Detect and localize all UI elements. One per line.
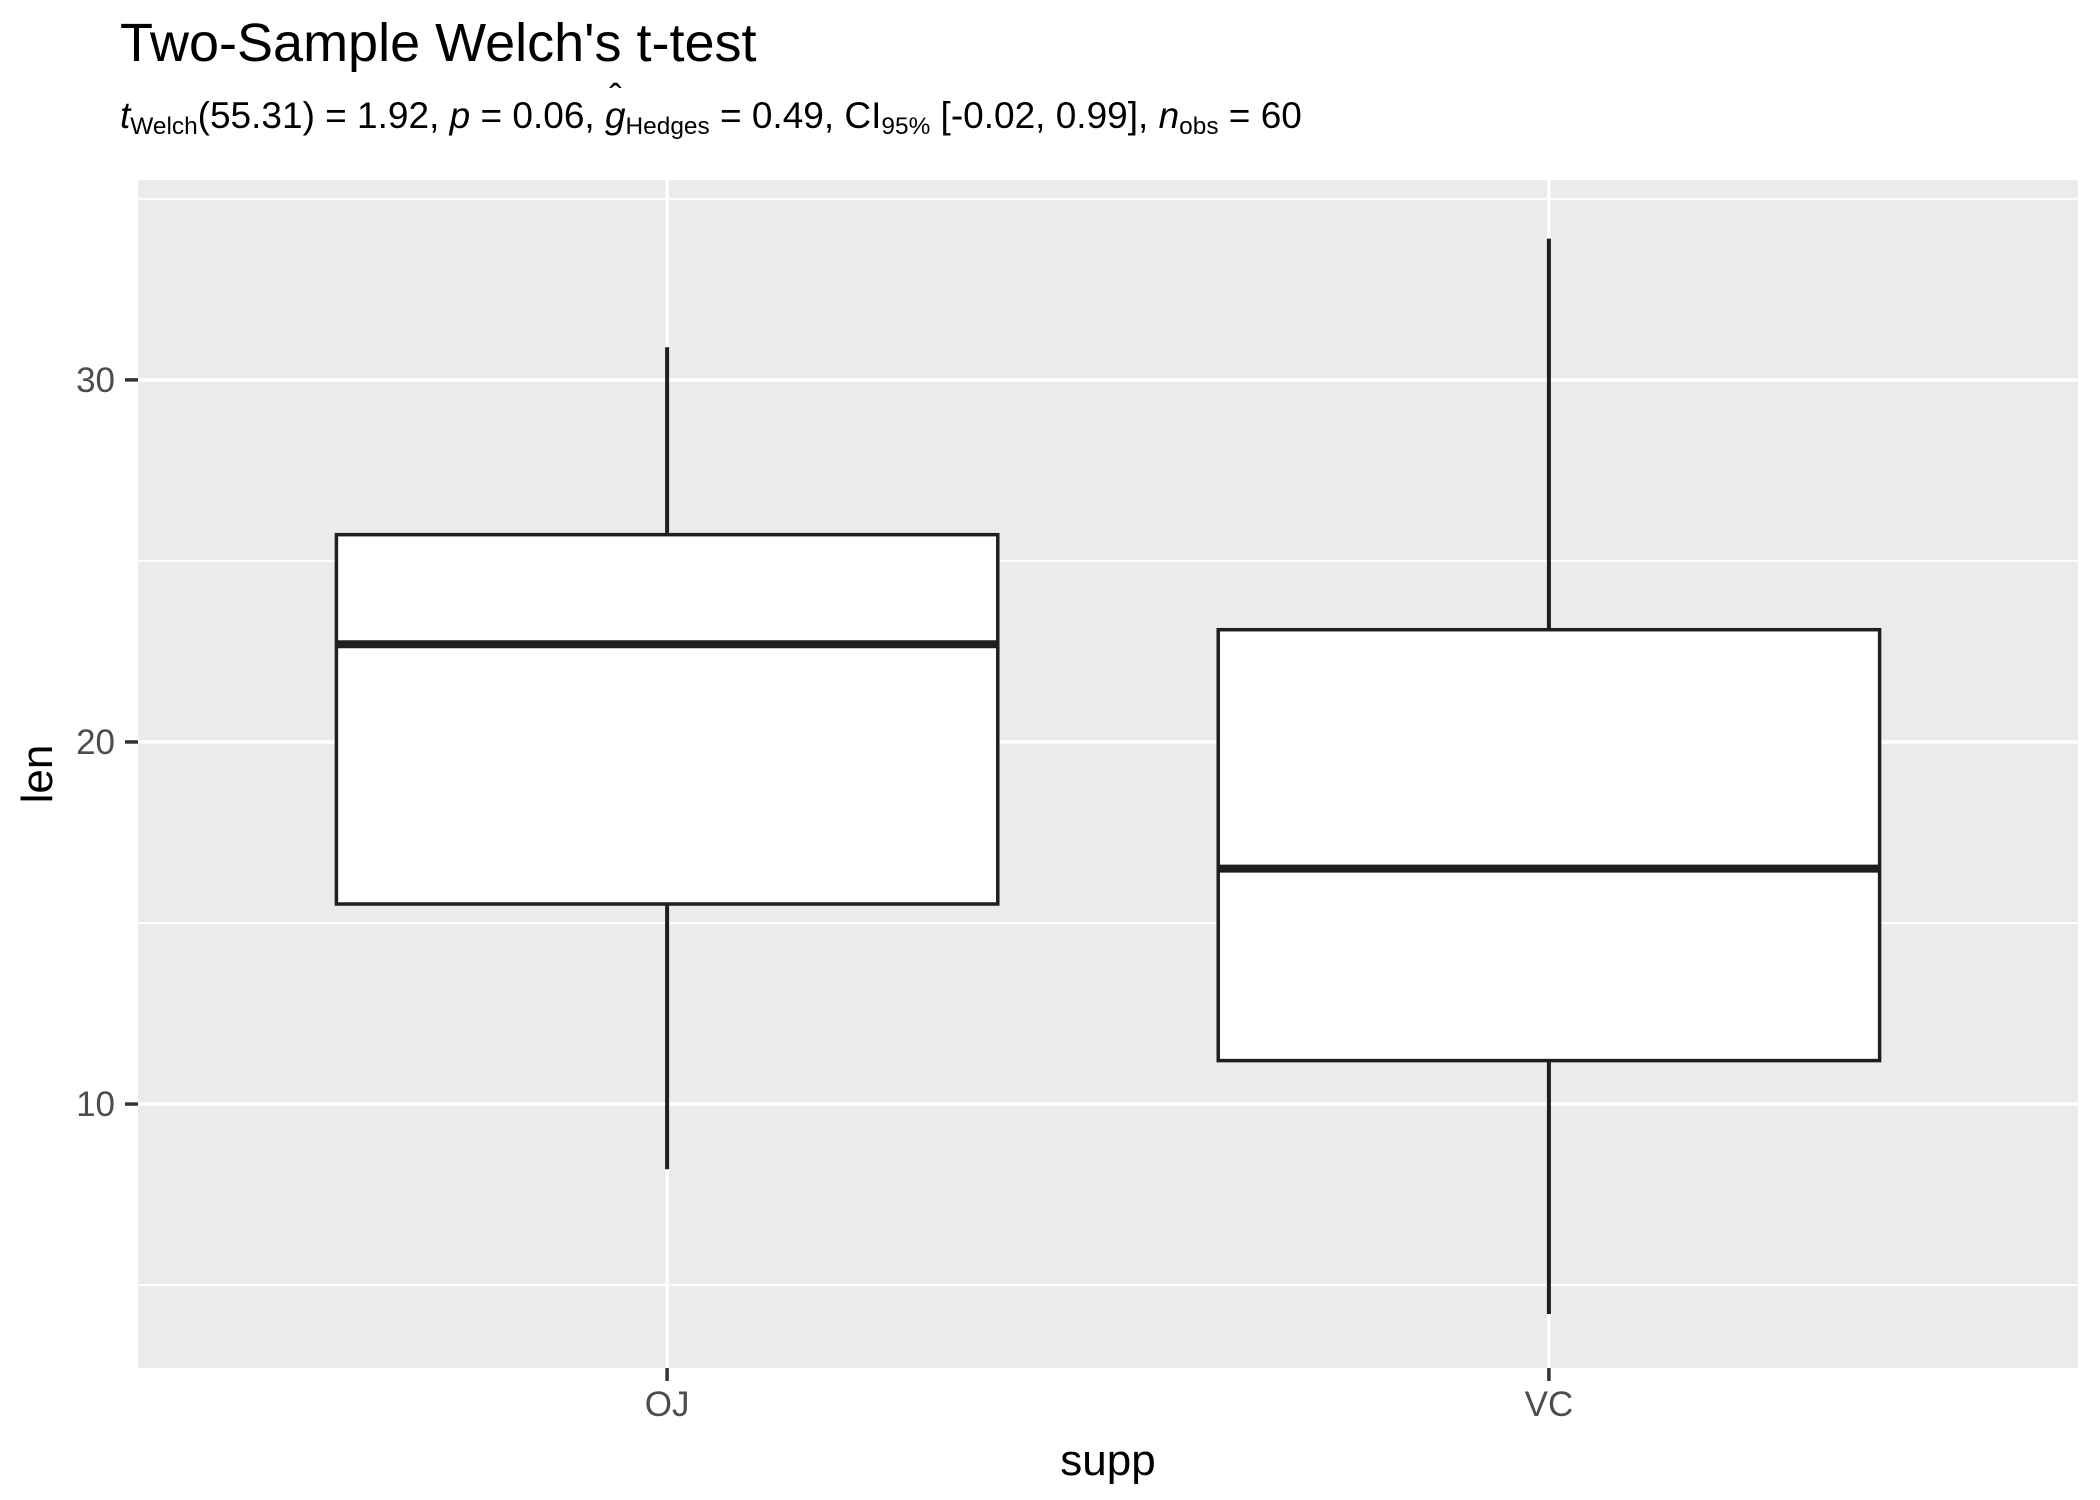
subtitle-token-0: t [120,95,131,136]
y-tick-label-20: 20 [76,723,115,762]
subtitle-token-8: 95% [881,112,931,140]
x-tick-label-VC: VC [1525,1385,1574,1424]
subtitle-token-7: = 0.49, CI [709,95,882,136]
subtitle-token-10: n [1158,95,1180,136]
box-VC [1216,627,1882,1063]
x-axis-title: supp [1060,1436,1156,1485]
x-tick-label-OJ: OJ [645,1385,690,1424]
y-tick-label-10: 10 [76,1085,115,1124]
y-tick-label-30: 30 [76,361,115,400]
subtitle-token-9: [-0.02, 0.99], [930,95,1159,136]
subtitle-token-12: = 60 [1218,95,1302,136]
box-OJ [334,532,1000,906]
subtitle-token-3: p [449,95,471,136]
subtitle-token-11: obs [1179,112,1219,140]
y-axis-title: len [13,744,62,804]
chart-subtitle-stats: tWelch(55.31) = 1.92, p = 0.06, g ˆ Hedges… [120,76,1302,141]
subtitle-token-6: Hedges [625,112,710,140]
hat-accent: ˆ [609,76,622,118]
subtitle-token-4: = 0.06, [470,95,605,136]
subtitle-token-1: Welch [130,112,198,140]
chart-title: Two-Sample Welch's t-test [120,13,757,73]
subtitle-token-2: (55.31) = 1.92, [197,95,450,136]
